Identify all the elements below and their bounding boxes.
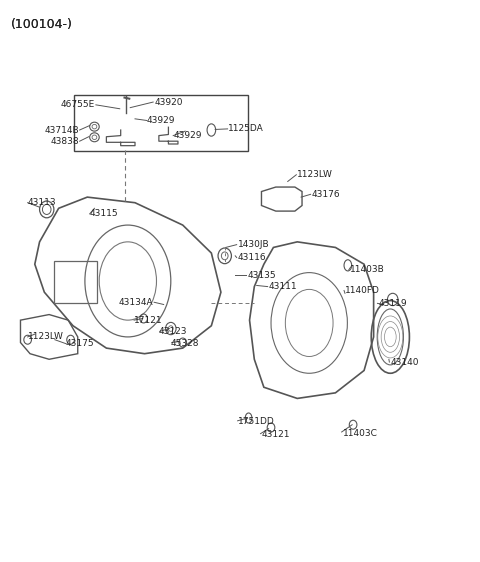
- Text: 1123LW: 1123LW: [28, 332, 63, 342]
- Text: 17121: 17121: [134, 316, 163, 325]
- Text: 1123LW: 1123LW: [297, 170, 333, 179]
- Text: 43838: 43838: [50, 137, 79, 146]
- Text: 43121: 43121: [262, 430, 290, 439]
- Text: 43115: 43115: [90, 210, 118, 219]
- Text: 43929: 43929: [173, 131, 202, 140]
- Text: 43140: 43140: [390, 357, 419, 366]
- Text: (100104-): (100104-): [11, 18, 73, 31]
- Text: 43714B: 43714B: [44, 125, 79, 134]
- Text: 46755E: 46755E: [60, 101, 95, 110]
- Text: 1751DD: 1751DD: [238, 418, 275, 427]
- Text: 43134A: 43134A: [119, 298, 153, 307]
- Text: 11403C: 11403C: [343, 429, 377, 438]
- Text: 1140FD: 1140FD: [345, 286, 380, 295]
- Text: 43929: 43929: [147, 116, 176, 125]
- Text: 43176: 43176: [312, 190, 340, 199]
- Text: 1430JB: 1430JB: [238, 240, 269, 249]
- Text: 43116: 43116: [238, 253, 266, 262]
- Text: 43123: 43123: [159, 327, 187, 336]
- Text: 11403B: 11403B: [350, 265, 384, 274]
- Text: (100104-): (100104-): [11, 18, 73, 31]
- Text: 43135: 43135: [247, 271, 276, 280]
- Text: 43111: 43111: [269, 282, 297, 291]
- Text: 43119: 43119: [378, 299, 407, 308]
- Text: 43175: 43175: [66, 339, 95, 348]
- Text: 43920: 43920: [154, 98, 182, 107]
- Text: 45328: 45328: [171, 339, 199, 348]
- Text: 43113: 43113: [28, 198, 56, 207]
- Text: 1125DA: 1125DA: [228, 124, 264, 133]
